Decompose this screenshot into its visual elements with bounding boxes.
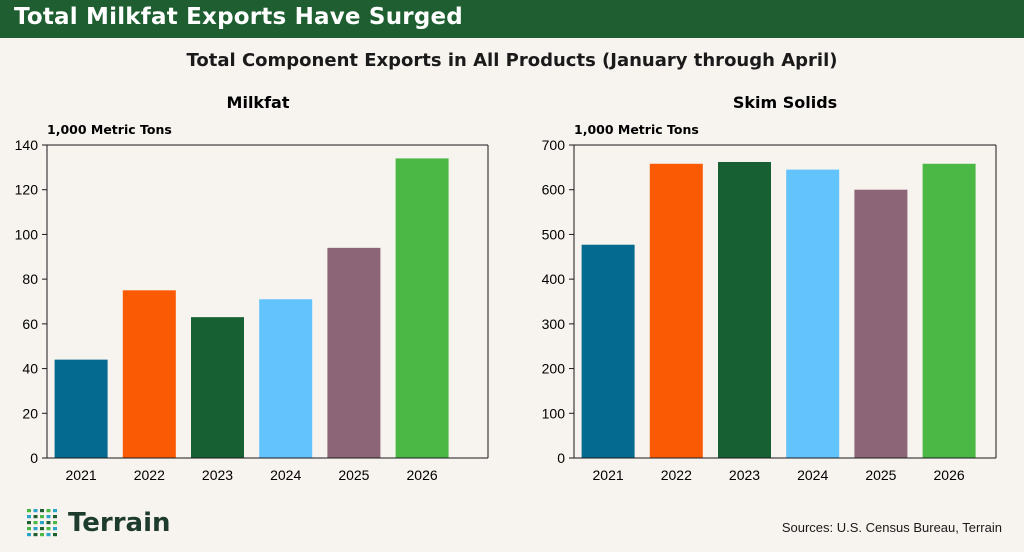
x-tick-label-0-0: 2021 — [66, 467, 97, 483]
logo-dot — [40, 533, 44, 537]
bar-0-2023 — [191, 317, 244, 458]
logo-dot — [53, 521, 57, 525]
logo-dot — [33, 515, 38, 519]
x-tick-label-1-0: 2021 — [593, 467, 624, 483]
y-axis-label-1: 1,000 Metric Tons — [574, 122, 699, 137]
y-tick-label-1-5: 500 — [542, 226, 566, 242]
logo-dot — [53, 527, 57, 531]
logo-dot — [33, 521, 38, 525]
y-tick-label-1-2: 200 — [542, 361, 566, 377]
y-tick-label-0-1: 20 — [22, 405, 38, 421]
y-tick-label-0-2: 40 — [22, 361, 38, 377]
logo-dot — [40, 527, 44, 531]
chart-title-0: Milkfat — [227, 93, 290, 112]
y-tick-label-0-0: 0 — [30, 450, 38, 466]
x-tick-label-1-3: 2024 — [797, 467, 828, 483]
terrain-logo: Terrain — [26, 505, 171, 541]
logo-dot — [40, 521, 44, 525]
y-tick-label-1-0: 0 — [557, 450, 565, 466]
bar-0-2024 — [259, 299, 313, 458]
x-tick-label-0-4: 2025 — [338, 467, 369, 483]
y-tick-label-1-4: 400 — [542, 271, 566, 287]
x-tick-label-1-1: 2022 — [661, 467, 692, 483]
logo-dot — [53, 533, 57, 537]
logo-dot — [53, 515, 57, 519]
logo-dot — [46, 533, 51, 537]
logo-dot — [27, 521, 31, 525]
bar-0-2021 — [54, 359, 108, 458]
logo-dot — [33, 533, 38, 537]
chart-title-1: Skim Solids — [733, 93, 837, 112]
bar-1-2024 — [786, 169, 840, 459]
y-tick-label-0-7: 140 — [15, 137, 39, 153]
terrain-dots-icon — [27, 509, 57, 537]
x-tick-label-1-2: 2023 — [729, 467, 760, 483]
bar-1-2026 — [922, 163, 976, 458]
main-title: Total Component Exports in All Products … — [186, 50, 838, 71]
logo-dot — [40, 509, 44, 513]
bar-0-2026 — [395, 158, 449, 458]
y-tick-label-0-5: 100 — [15, 226, 39, 242]
x-tick-label-0-3: 2024 — [270, 467, 301, 483]
y-tick-label-1-3: 300 — [542, 316, 566, 332]
header-title: Total Milkfat Exports Have Surged — [14, 4, 463, 30]
y-tick-label-1-6: 600 — [542, 182, 566, 198]
y-axis-label-0: 1,000 Metric Tons — [47, 122, 172, 137]
x-tick-label-1-4: 2025 — [865, 467, 896, 483]
y-tick-label-1-7: 700 — [542, 137, 566, 153]
logo-dot — [27, 527, 31, 531]
y-tick-label-0-6: 120 — [15, 182, 39, 198]
logo-dot — [46, 527, 51, 531]
x-tick-label-0-2: 2023 — [202, 467, 233, 483]
x-tick-label-1-5: 2026 — [934, 467, 965, 483]
bar-1-2023 — [718, 161, 771, 458]
logo-text: Terrain — [68, 508, 171, 538]
y-tick-label-1-1: 100 — [542, 405, 566, 421]
logo-dot — [33, 527, 38, 531]
x-tick-label-0-5: 2026 — [407, 467, 438, 483]
logo-dot — [27, 509, 31, 513]
logo-dot — [46, 509, 51, 513]
x-tick-label-0-1: 2022 — [134, 467, 165, 483]
y-tick-label-0-3: 60 — [22, 316, 38, 332]
logo-dot — [33, 509, 38, 513]
logo-dot — [53, 509, 57, 513]
logo-dot — [27, 515, 31, 519]
bar-1-2022 — [649, 163, 703, 458]
logo-dot — [46, 521, 51, 525]
header-banner: Total Milkfat Exports Have Surged — [0, 0, 1024, 38]
bar-1-2025 — [854, 189, 908, 458]
bar-0-2022 — [122, 290, 176, 458]
logo-dot — [46, 515, 51, 519]
sources-note: Sources: U.S. Census Bureau, Terrain — [781, 520, 1002, 535]
logo-dot — [40, 515, 44, 519]
logo-dot — [27, 533, 31, 537]
bar-0-2025 — [327, 247, 381, 458]
bar-1-2021 — [581, 244, 635, 458]
y-tick-label-0-4: 80 — [22, 271, 38, 287]
